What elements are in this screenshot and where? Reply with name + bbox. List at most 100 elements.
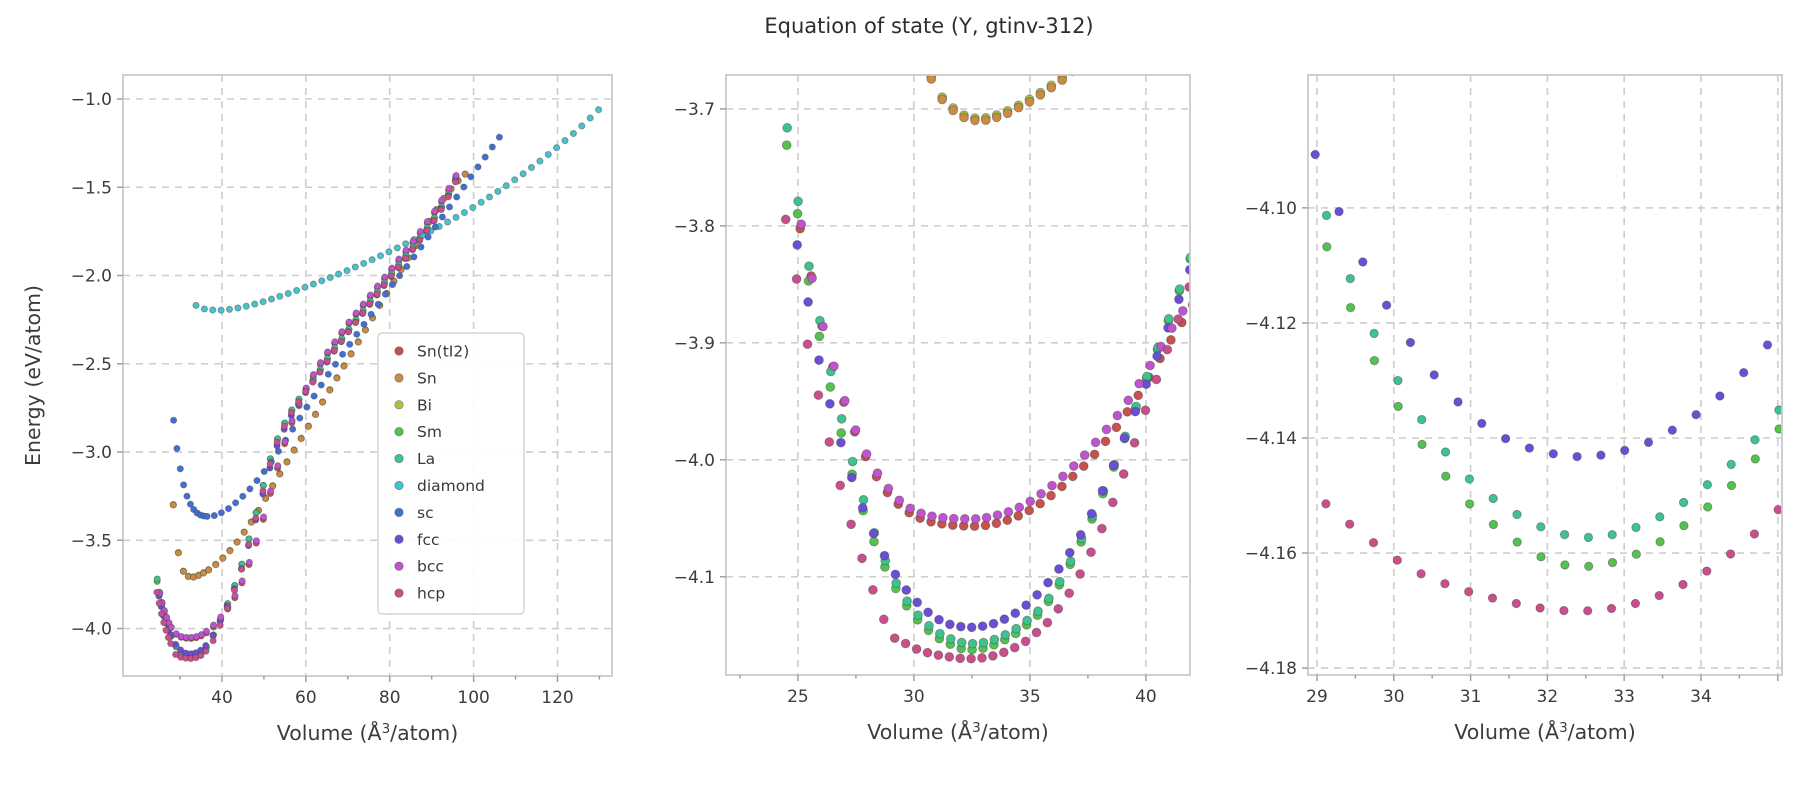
series-diamond: [192, 106, 603, 314]
legend-item-Bi: Bi: [394, 396, 432, 414]
x-tick-label: 30: [1383, 687, 1405, 707]
legend-item-Sm: Sm: [394, 423, 442, 441]
x-axis-label: Volume (Å3/atom): [867, 718, 1048, 744]
legend-label: Sn(tI2): [417, 343, 469, 361]
y-tick-label: −4.0: [71, 620, 112, 640]
axes-spines: [725, 74, 1191, 676]
x-tick-label: 40: [211, 688, 233, 708]
y-tick-label: −4.10: [1245, 199, 1297, 219]
y-tick-label: −4.0: [674, 451, 715, 471]
y-tick-label: −3.5: [71, 531, 112, 551]
legend-label: Sm: [417, 423, 442, 441]
y-tick-label: −1.0: [71, 90, 112, 110]
legend-label: La: [417, 450, 435, 468]
y-tick-label: −4.18: [1245, 659, 1297, 679]
x-axis-label: Volume (Å3/atom): [277, 719, 458, 745]
series-sc: [170, 133, 503, 520]
x-tick-label: 120: [541, 688, 573, 708]
y-tick-label: −4.14: [1245, 429, 1297, 449]
y-tick-label: −4.12: [1245, 314, 1297, 334]
series-bcc: [796, 219, 1190, 524]
y-tick-label: −2.5: [71, 355, 112, 375]
legend-item-fcc: fcc: [394, 531, 440, 549]
legend-label: bcc: [417, 558, 444, 576]
grid: [1308, 75, 1782, 675]
legend-marker-icon: [394, 561, 404, 571]
series-Sn: [926, 75, 1077, 126]
legend-marker-icon: [394, 346, 404, 356]
x-tick-label: 40: [1135, 687, 1157, 707]
tick-labels: 29 30 31 32 33 34 −4.10 −4.12 −4.14 −4.16 −4.18: [1245, 199, 1712, 707]
y-tick-label: −1.5: [71, 178, 112, 198]
legend-marker-icon: [394, 453, 404, 464]
y-tick-label: −3.9: [674, 334, 715, 354]
y-tick-label: −3.0: [71, 443, 112, 463]
legend: Sn(tI2) Sn Bi Sm La diamond sc fcc bcc hcp: [377, 332, 525, 615]
legend-label: hcp: [417, 585, 445, 603]
y-tick-label: −3.7: [674, 100, 715, 120]
legend-item-bcc: bcc: [394, 558, 444, 576]
grid: [123, 75, 612, 676]
x-tick-label: 30: [903, 687, 925, 707]
series-hcp: [780, 214, 1190, 664]
legend-label: fcc: [417, 531, 440, 549]
legend-label: sc: [417, 504, 434, 522]
series-La: [1321, 210, 1782, 543]
series-bcc: [156, 171, 460, 641]
legend-marker-icon: [394, 588, 404, 598]
x-tick-label: 33: [1613, 687, 1635, 707]
x-tick-label: 31: [1460, 687, 1482, 707]
x-tick-label: 100: [457, 688, 489, 708]
legend-box: [377, 332, 525, 615]
legend-marker-icon: [394, 427, 404, 437]
series-La: [782, 122, 1190, 649]
x-tick-label: 29: [1306, 687, 1328, 707]
series-Sm: [1322, 242, 1782, 571]
legend-marker-icon: [394, 507, 404, 518]
series-hcp: [153, 178, 460, 663]
y-tick-label: −2.0: [71, 267, 112, 287]
legend-marker-icon: [394, 534, 404, 544]
axes-spines: [1307, 74, 1783, 676]
y-axis-label: Energy (eV/atom): [21, 285, 45, 466]
axes-spines: [122, 74, 613, 677]
legend-item-hcp: hcp: [394, 585, 445, 603]
legend-item-Sn: Sn: [394, 369, 437, 387]
legend-item-diamond: diamond: [394, 477, 485, 495]
y-tick-label: −3.8: [674, 217, 715, 237]
y-tick-label: −4.1: [674, 568, 715, 588]
legend-marker-icon: [394, 400, 404, 410]
x-tick-label: 32: [1537, 687, 1559, 707]
series-hcp: [1321, 499, 1782, 616]
panel-zoom-mid: 25 30 35 40 −3.7 −3.8 −3.9 −4.0 −4.1 Volume (Å3/a…: [674, 74, 1191, 744]
legend-item-Sn(tI2): Sn(tI2): [394, 343, 469, 361]
legend-label: diamond: [417, 477, 485, 495]
legend-item-La: La: [394, 450, 435, 468]
y-tick-label: −4.16: [1245, 544, 1297, 564]
x-tick-label: 25: [787, 687, 809, 707]
x-tick-label: 34: [1690, 687, 1712, 707]
series-fcc: [1310, 149, 1773, 462]
x-axis-label: Volume (Å3/atom): [1454, 718, 1635, 744]
tick-labels: 40 60 80 100 120 −1.0 −1.5 −2.0 −2.5 −3.0 −3.5 −4.0: [71, 90, 574, 708]
chart-title: Equation of state (Y, gtinv-312): [764, 14, 1093, 38]
ticks: [720, 108, 1147, 681]
legend-label: Sn: [417, 369, 437, 387]
panel-zoom-min: 29 30 31 32 33 34 −4.10 −4.12 −4.14 −4.16 −4.18 Vol…: [1245, 74, 1783, 744]
series-Sn(tI2): [795, 223, 1190, 532]
x-tick-label: 35: [1019, 687, 1041, 707]
legend-marker-icon: [394, 480, 404, 491]
legend-label: Bi: [417, 396, 432, 414]
series-Bi: [926, 75, 1068, 123]
legend-item-sc: sc: [394, 504, 434, 522]
ticks: [117, 98, 601, 682]
legend-marker-icon: [394, 373, 404, 383]
ticks: [1302, 207, 1779, 681]
x-tick-label: 80: [379, 688, 401, 708]
x-tick-label: 60: [295, 688, 317, 708]
tick-labels: 25 30 35 40 −3.7 −3.8 −3.9 −4.0 −4.1: [674, 100, 1157, 707]
grid: [726, 75, 1190, 675]
panel-full-range: 40 60 80 100 120 −1.0 −1.5 −2.0 −2.5 −3.0 −3.5 −4.0…: [21, 74, 613, 745]
